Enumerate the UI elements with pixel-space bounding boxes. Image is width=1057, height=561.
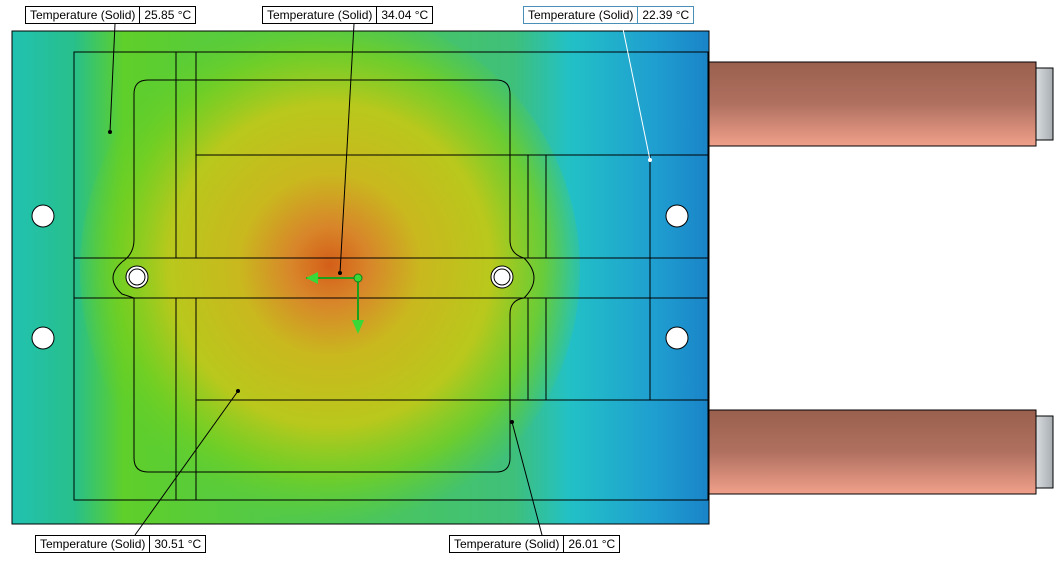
plate-outline bbox=[11, 30, 710, 525]
model-edges bbox=[73, 51, 709, 501]
probe-label-value: 25.85 °C bbox=[144, 8, 192, 22]
probe-label-title: Temperature (Solid) bbox=[524, 7, 639, 23]
probe-points bbox=[108, 130, 652, 424]
probe-leaders bbox=[109, 23, 651, 536]
probe-label-title: Temperature (Solid) bbox=[26, 7, 141, 23]
probe-label-value: 22.39 °C bbox=[642, 8, 690, 22]
probe-label-title: Temperature (Solid) bbox=[263, 7, 378, 23]
pipe-top bbox=[707, 61, 1054, 147]
probe-label-1[interactable]: Temperature (Solid) 25.85 °C bbox=[25, 6, 197, 24]
probe-label-4[interactable]: Temperature (Solid) 30.51 °C bbox=[35, 535, 207, 553]
probe-label-title: Temperature (Solid) bbox=[450, 536, 565, 552]
coordinate-triad-icon bbox=[306, 272, 364, 334]
probe-label-5[interactable]: Temperature (Solid) 26.01 °C bbox=[449, 535, 621, 553]
probe-label-value: 26.01 °C bbox=[568, 537, 616, 551]
probe-label-3[interactable]: Temperature (Solid) 22.39 °C bbox=[523, 6, 695, 24]
hole-right-lower bbox=[665, 326, 689, 350]
hole-left-upper bbox=[31, 204, 55, 228]
probe-label-2[interactable]: Temperature (Solid) 34.04 °C bbox=[262, 6, 434, 24]
pipe-bottom bbox=[707, 409, 1054, 495]
hole-right-upper bbox=[665, 204, 689, 228]
probe-label-title: Temperature (Solid) bbox=[36, 536, 151, 552]
probe-label-value: 30.51 °C bbox=[154, 537, 202, 551]
probe-label-value: 34.04 °C bbox=[381, 8, 429, 22]
temperature-contour bbox=[12, 31, 709, 524]
mounting-holes bbox=[31, 204, 689, 350]
hole-left-lower bbox=[31, 326, 55, 350]
